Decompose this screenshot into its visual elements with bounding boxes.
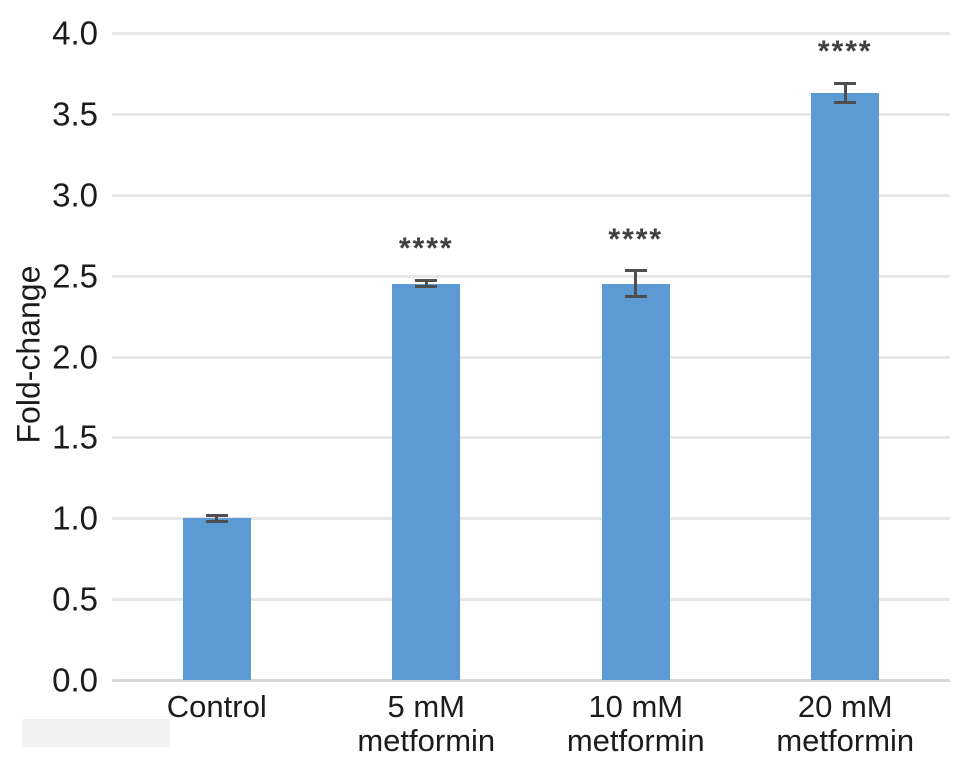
y-tick-label: 4.0 [52, 14, 98, 52]
error-bar-cap-bottom [834, 101, 857, 105]
error-bar-whisker [215, 515, 219, 522]
significance-label: **** [817, 35, 873, 69]
x-category-label-control: Control [166, 689, 267, 724]
y-tick-label: 2.5 [52, 257, 98, 295]
bar-20-mm [811, 92, 880, 680]
gridline [112, 355, 950, 359]
y-tick-label: 1.5 [52, 418, 98, 456]
scan-artifact [22, 719, 170, 747]
gridline [112, 598, 950, 602]
significance-label: **** [398, 232, 454, 266]
error-bar-cap-top [624, 269, 647, 273]
gridline [112, 274, 950, 278]
error-bar-cap-bottom [624, 295, 647, 299]
x-category-label-5-mm: 5 mM metformin [357, 689, 496, 758]
gridline [112, 193, 950, 197]
y-tick-label: 3.5 [52, 95, 98, 133]
y-tick-label: 3.0 [52, 176, 98, 214]
gridline [112, 436, 950, 440]
gridline [112, 32, 950, 35]
error-bar-whisker [424, 280, 428, 287]
error-bar-cap-bottom [205, 519, 228, 523]
y-tick-label: 0.5 [52, 580, 98, 618]
y-tick-label: 0.0 [52, 661, 98, 699]
x-category-label-10-mm: 10 mM metformin [566, 689, 705, 758]
error-bar-cap-top [205, 513, 228, 517]
error-bar-cap-bottom [415, 285, 438, 289]
error-bar-cap-top [415, 278, 438, 282]
error-bar-whisker [634, 270, 638, 297]
bar-control [182, 518, 251, 680]
bar-5-mm [392, 283, 461, 680]
error-bar-whisker [843, 83, 847, 103]
bar-10-mm [601, 283, 670, 680]
gridline [112, 112, 950, 116]
gridline [112, 517, 950, 521]
error-bar-cap-top [834, 81, 857, 85]
x-category-label-20-mm: 20 mM metformin [776, 689, 915, 758]
significance-label: **** [608, 222, 664, 256]
y-tick-label: 1.0 [52, 499, 98, 537]
y-tick-label: 2.0 [52, 338, 98, 375]
x-axis-baseline [112, 679, 950, 682]
